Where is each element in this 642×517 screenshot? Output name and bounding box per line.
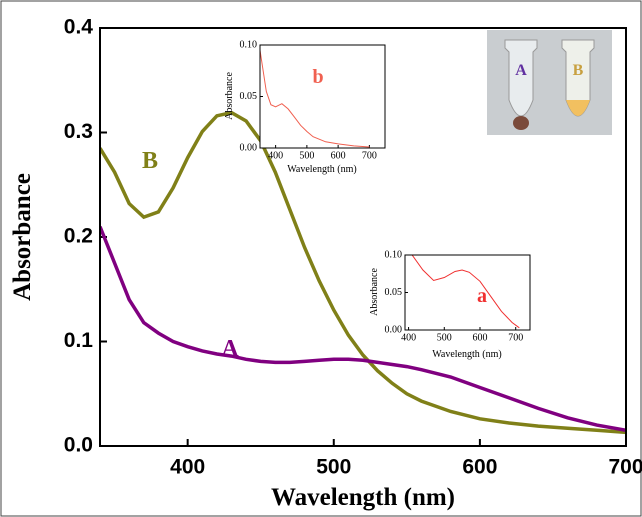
x-tick-label: 700 xyxy=(508,332,523,343)
x-tick-label: 400 xyxy=(170,456,205,479)
x-axis-label: Wavelength (nm) xyxy=(432,349,501,360)
series-line xyxy=(260,50,370,148)
plot-frame xyxy=(99,27,627,447)
x-tick-label: 400 xyxy=(401,332,416,343)
chart: 400 500 600 700 0.00 0.05 0.10 Wavelength (nm) A… xyxy=(369,249,531,360)
plot-frame xyxy=(259,44,386,149)
chart: 400 500 600 700 0.0 0.1 0.2 0.3 0.4 Wavelength (n… xyxy=(9,16,642,511)
x-axis-label: Wavelength (nm) xyxy=(287,164,356,175)
tube-content xyxy=(566,100,590,116)
photo: A B xyxy=(487,30,612,135)
y-tick-label: 0.4 xyxy=(64,16,94,39)
y-tick-label: 0.2 xyxy=(64,225,93,248)
x-tick-label: 500 xyxy=(316,456,351,479)
y-tick-label: 0.05 xyxy=(385,287,403,298)
y-tick-label: 0.0 xyxy=(64,434,93,457)
x-tick-label: 500 xyxy=(437,332,452,343)
x-tick-label: 700 xyxy=(608,456,642,479)
series-label: b xyxy=(312,66,323,88)
y-tick-label: 0.05 xyxy=(240,91,258,102)
y-axis-label: Absorbance xyxy=(369,268,380,316)
x-tick-label: 500 xyxy=(299,150,314,161)
series-label: A xyxy=(221,336,239,362)
y-tick-label: 0.10 xyxy=(240,39,258,50)
photo-label: A xyxy=(515,62,527,79)
x-tick-label: 700 xyxy=(362,150,377,161)
y-tick-label: 0.1 xyxy=(64,329,94,352)
y-tick-label: 0.00 xyxy=(240,142,258,153)
tube xyxy=(504,39,538,117)
tube-content xyxy=(513,116,529,130)
y-tick-label: 0.10 xyxy=(385,249,403,260)
y-axis-label: Absorbance xyxy=(9,173,36,301)
photo-label: B xyxy=(573,62,584,79)
series-label: a xyxy=(477,285,487,307)
x-tick-label: 600 xyxy=(331,150,346,161)
inset-background xyxy=(405,255,530,330)
x-tick-label: 600 xyxy=(462,456,497,479)
y-tick-label: 0.00 xyxy=(385,324,403,335)
y-axis-label: Absorbance xyxy=(224,72,235,120)
chart: 400 500 600 700 0.00 0.05 0.10 Wavelength (nm) A… xyxy=(224,39,386,175)
plot-frame xyxy=(404,254,531,331)
inset-background xyxy=(260,45,385,148)
x-axis-label: Wavelength (nm) xyxy=(271,484,455,511)
x-tick-label: 400 xyxy=(268,150,283,161)
series-line xyxy=(100,110,626,435)
x-tick-label: 600 xyxy=(473,332,488,343)
series-label: B xyxy=(142,148,158,174)
y-tick-label: 0.3 xyxy=(64,120,93,143)
series-line xyxy=(100,225,626,433)
series-line xyxy=(411,255,520,329)
